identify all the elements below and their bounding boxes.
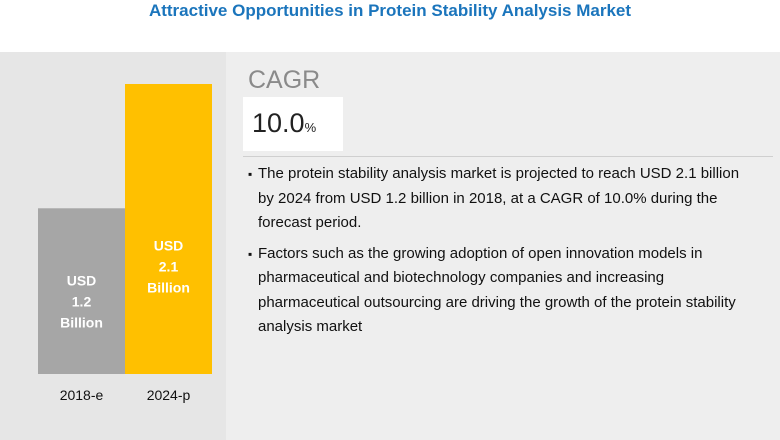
bar-data-label: Billion	[147, 280, 190, 296]
bar-data-label: 1.2	[72, 294, 92, 310]
bar-data-label: USD	[67, 273, 97, 289]
bullet-list: ▪ The protein stability analysis market …	[248, 162, 753, 346]
cagr-unit: %	[304, 120, 317, 135]
cagr-label: CAGR	[248, 66, 321, 94]
x-tick-label: 2024-p	[147, 387, 191, 403]
cagr-value: 10.0%	[252, 108, 316, 139]
cagr-value-box	[243, 97, 343, 151]
divider	[243, 156, 773, 157]
bullet-text: The protein stability analysis market is…	[258, 165, 740, 231]
x-tick-label: 2018-e	[60, 387, 104, 403]
bullet-item: ▪ Factors such as the growing adoption o…	[248, 242, 753, 340]
bullet-text: Factors such as the growing adoption of …	[258, 244, 736, 336]
bullet-marker: ▪	[248, 246, 253, 261]
chart-title: Attractive Opportunities in Protein Stab…	[148, 1, 632, 20]
bar-2024-p	[125, 84, 212, 374]
bar-chart: USD 1.2 Billion 2018-e USD 2.1 Billion 2024-p	[38, 84, 212, 403]
bar-data-label: Billion	[60, 315, 103, 331]
bullet-marker: ▪	[248, 167, 253, 181]
bullet-item: ▪ The protein stability analysis market …	[248, 162, 753, 236]
bar-data-label: USD	[154, 238, 184, 254]
cagr-number: 10.0	[252, 108, 305, 138]
bar-data-label: 2.1	[159, 259, 179, 275]
bar-2018-e	[38, 208, 125, 374]
